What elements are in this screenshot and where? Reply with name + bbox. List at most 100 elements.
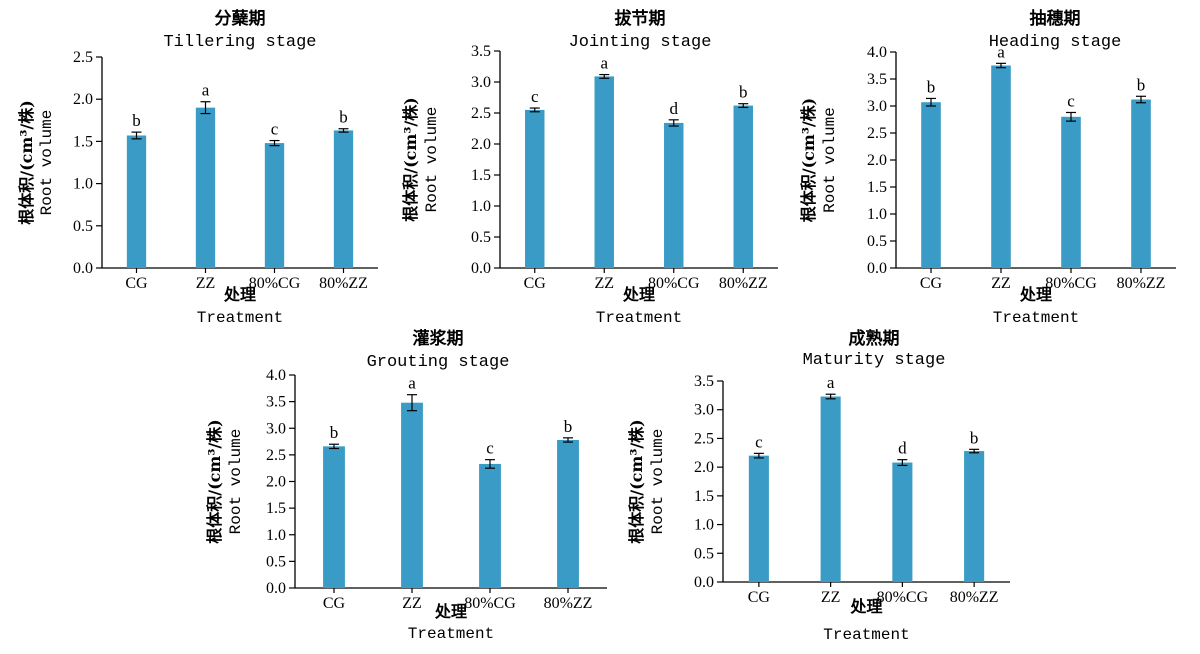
significance-letter: b — [132, 111, 141, 130]
x-tick-label: ZZ — [196, 275, 216, 292]
x-axis-label-en: Treatment — [408, 625, 494, 643]
significance-letter: c — [1067, 91, 1075, 110]
chart-panel-tillering: 分蘖期 Tillering stage 0.0 0.5 1.0 1.5 2.0 2.5 b CG a… — [17, 8, 378, 327]
y-tick-label: 4.0 — [266, 367, 286, 384]
y-tick-label: 3.0 — [266, 420, 286, 437]
significance-letter: b — [339, 108, 348, 127]
bar — [921, 102, 941, 268]
x-tick-label: 80%CG — [249, 275, 301, 292]
y-tick-label: 2.5 — [471, 105, 491, 122]
y-tick-label: 3.0 — [867, 98, 887, 115]
x-tick-label: CG — [748, 589, 771, 606]
y-tick-label: 1.0 — [867, 206, 887, 223]
chart-title: 灌浆期 — [413, 328, 464, 349]
x-tick-label: ZZ — [594, 275, 614, 292]
chart-subtitle: Maturity stage — [803, 351, 946, 370]
y-axis-label: 根体积/(cm³/株) — [401, 97, 420, 222]
bar — [401, 402, 423, 588]
x-axis-label-en: Treatment — [197, 309, 283, 327]
x-axis-label: 处理 — [849, 597, 882, 616]
x-tick-label: CG — [125, 275, 148, 292]
x-tick-label: 80%ZZ — [1117, 275, 1166, 292]
y-tick-label: 2.0 — [73, 91, 93, 108]
significance-letter: b — [1137, 75, 1146, 94]
y-tick-label: 1.5 — [73, 133, 93, 150]
y-axis-label-en: Root volume — [38, 110, 56, 216]
y-tick-label: 2.0 — [867, 152, 887, 169]
significance-letter: d — [898, 439, 907, 458]
bar — [264, 143, 285, 268]
significance-letter: a — [600, 54, 608, 73]
y-axis-label: 根体积/(cm³/株) — [205, 419, 224, 544]
y-tick-label: 0.5 — [694, 545, 714, 562]
bar — [820, 396, 841, 582]
y-tick-label: 0.5 — [266, 553, 286, 570]
y-tick-label: 1.0 — [694, 517, 714, 534]
x-axis-label: 处理 — [1019, 285, 1052, 304]
significance-letter: a — [997, 42, 1005, 61]
y-tick-label: 3.0 — [694, 402, 714, 419]
significance-letter: c — [271, 120, 279, 139]
chart-title: 抽穗期 — [1030, 8, 1081, 29]
y-tick-label: 3.5 — [694, 373, 714, 390]
y-tick-label: 4.0 — [867, 44, 887, 61]
bar — [557, 439, 579, 588]
x-axis-label: 处理 — [434, 602, 467, 621]
y-tick-label: 1.0 — [73, 176, 93, 193]
y-tick-label: 3.0 — [471, 74, 491, 91]
x-tick-label: CG — [323, 595, 346, 612]
bar — [892, 462, 913, 582]
bar — [991, 65, 1011, 268]
y-tick-label: 0.0 — [867, 260, 887, 277]
y-tick-label: 0.5 — [867, 233, 887, 250]
significance-letter: c — [755, 432, 763, 451]
y-tick-label: 2.5 — [694, 430, 714, 447]
bar — [195, 107, 216, 268]
bar — [594, 76, 614, 268]
y-tick-label: 1.0 — [266, 527, 286, 544]
y-tick-label: 2.5 — [73, 49, 93, 66]
y-axis-label-en: Root volume — [821, 107, 839, 213]
chart-subtitle: Tillering stage — [163, 33, 316, 52]
x-tick-label: 80%ZZ — [544, 595, 593, 612]
chart-title: 分蘖期 — [215, 8, 266, 29]
bar — [964, 451, 985, 582]
y-tick-label: 0.5 — [73, 218, 93, 235]
y-tick-label: 0.0 — [471, 260, 491, 277]
x-tick-label: CG — [524, 275, 547, 292]
significance-letter: b — [927, 77, 936, 96]
y-tick-label: 3.5 — [471, 43, 491, 60]
y-tick-label: 1.5 — [694, 488, 714, 505]
bar — [748, 455, 769, 582]
y-tick-label: 2.0 — [694, 459, 714, 476]
x-tick-label: 80%CG — [877, 589, 929, 606]
x-tick-label: ZZ — [402, 595, 422, 612]
y-tick-label: 0.0 — [694, 574, 714, 591]
significance-letter: b — [330, 423, 339, 442]
bar — [1061, 116, 1081, 268]
significance-letter: a — [827, 373, 835, 392]
x-tick-label: 80%ZZ — [319, 275, 368, 292]
y-tick-label: 0.0 — [73, 260, 93, 277]
x-tick-label: 80%CG — [464, 595, 516, 612]
x-tick-label: ZZ — [821, 589, 841, 606]
bar — [664, 122, 684, 268]
x-tick-label: 80%ZZ — [950, 589, 999, 606]
significance-letter: c — [531, 87, 539, 106]
y-tick-label: 1.5 — [266, 500, 286, 517]
y-tick-label: 2.5 — [266, 447, 286, 464]
y-tick-label: 3.5 — [867, 71, 887, 88]
y-axis-label: 根体积/(cm³/株) — [17, 100, 36, 225]
y-axis-label-en: Root volume — [423, 107, 441, 213]
significance-letter: a — [202, 81, 210, 100]
bar — [733, 105, 753, 268]
x-axis-label-en: Treatment — [823, 626, 909, 644]
x-tick-label: ZZ — [991, 275, 1011, 292]
bar — [333, 130, 354, 268]
y-tick-label: 2.0 — [266, 474, 286, 491]
chart-panel-jointing: 拔节期 Jointing stage 0.0 0.5 1.0 1.5 2.0 2.5 3.0 3.… — [401, 8, 778, 327]
y-tick-label: 1.5 — [867, 179, 887, 196]
x-tick-label: CG — [920, 275, 943, 292]
bar — [525, 109, 545, 269]
